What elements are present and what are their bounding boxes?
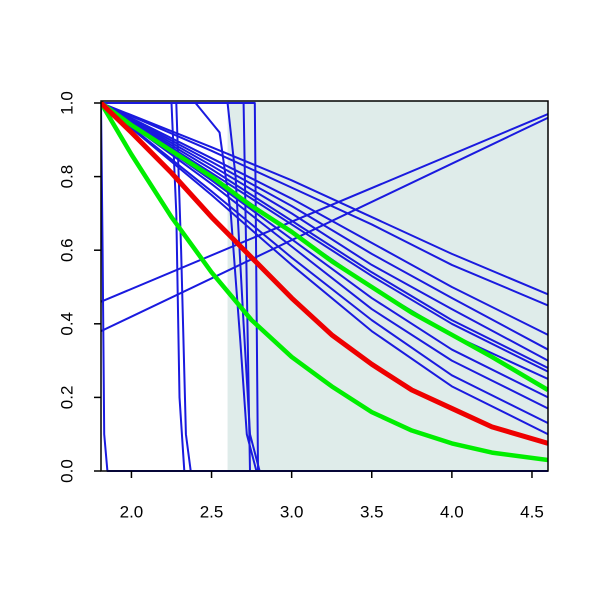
- series-line: [101, 102, 548, 373]
- series-line: [101, 102, 548, 307]
- series-line: [101, 101, 548, 463]
- x-tick-label: 2.5: [200, 502, 224, 521]
- x-tick-label: 4.5: [520, 502, 544, 521]
- series-line: [101, 101, 548, 446]
- series-line: [101, 101, 548, 392]
- plot-frame: [100, 100, 549, 472]
- series-line: [101, 102, 548, 472]
- y-tick-label: 0.0: [57, 459, 76, 483]
- y-tick-label: 0.6: [57, 238, 76, 262]
- plot-area: [101, 101, 548, 472]
- y-tick-label: 0.8: [57, 165, 76, 189]
- y-tick-label: 0.2: [57, 386, 76, 410]
- x-tick-label: 3.5: [360, 502, 384, 521]
- series-line: [101, 113, 548, 303]
- x-tick-label: 2.0: [120, 502, 144, 521]
- series-line: [101, 102, 548, 351]
- x-tick-label: 3.0: [280, 502, 304, 521]
- series-line: [101, 102, 548, 410]
- series-line: [101, 102, 548, 362]
- series-line: [101, 102, 548, 436]
- series-line: [101, 102, 548, 369]
- series-line: [101, 116, 548, 333]
- y-tick-label: 0.4: [57, 312, 76, 336]
- x-tick-label: 4.0: [440, 502, 464, 521]
- series-line: [101, 102, 548, 296]
- y-tick-label: 1.0: [57, 91, 76, 115]
- axes: 2.0 2.5 3.0 3.5 4.0 4.5 0.0 0.2 0.4 0.6 0.8 1.0: [57, 91, 549, 521]
- series-line: [101, 102, 548, 425]
